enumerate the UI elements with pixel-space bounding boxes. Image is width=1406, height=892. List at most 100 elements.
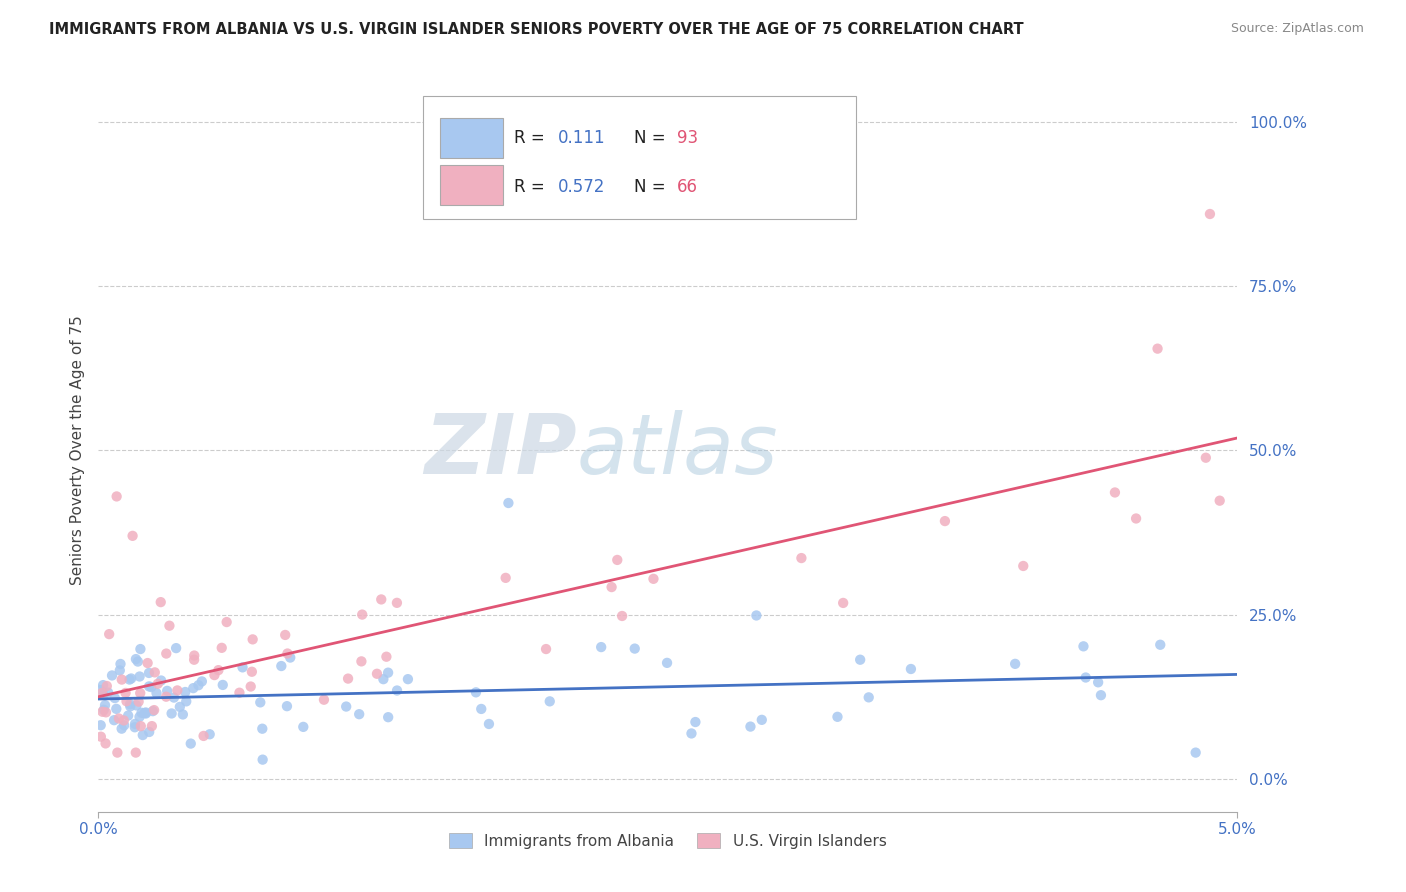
Point <box>352 607 374 622</box>
Point <box>105 702 128 716</box>
Point <box>239 680 262 694</box>
Point <box>1125 511 1147 525</box>
Point <box>124 720 146 734</box>
Point <box>174 694 197 708</box>
Point <box>90 730 112 744</box>
Point <box>849 653 872 667</box>
Point <box>114 686 136 700</box>
Point <box>94 698 117 713</box>
Point <box>183 653 205 667</box>
Point <box>478 717 501 731</box>
Point <box>143 665 166 680</box>
Point <box>146 677 169 691</box>
Point <box>125 698 148 713</box>
Point <box>292 720 315 734</box>
Point <box>90 683 112 698</box>
Point <box>94 706 117 720</box>
Point <box>138 725 160 739</box>
Point <box>1146 342 1168 356</box>
Point <box>112 714 135 728</box>
Point <box>276 699 298 714</box>
Point <box>232 660 254 674</box>
Point <box>138 665 160 680</box>
Point <box>751 713 773 727</box>
Point <box>591 640 613 654</box>
Point <box>900 662 922 676</box>
Point <box>832 596 855 610</box>
Point <box>228 686 250 700</box>
Point <box>150 673 173 688</box>
Point <box>111 722 134 736</box>
Point <box>90 718 112 732</box>
Point <box>98 627 121 641</box>
Point <box>91 705 114 719</box>
Point <box>270 659 292 673</box>
Point <box>858 690 880 705</box>
Point <box>141 680 163 694</box>
Point <box>128 669 150 683</box>
Point <box>385 596 408 610</box>
Point <box>191 674 214 689</box>
Point <box>103 713 125 727</box>
Point <box>934 514 956 528</box>
Point <box>118 697 141 711</box>
Point <box>174 685 197 699</box>
Point <box>131 706 153 720</box>
Y-axis label: Seniors Poverty Over the Age of 75: Seniors Poverty Over the Age of 75 <box>69 316 84 585</box>
Point <box>94 736 117 750</box>
Point <box>1199 207 1222 221</box>
Point <box>155 647 177 661</box>
Point <box>335 699 357 714</box>
Text: 0.572: 0.572 <box>557 178 605 195</box>
Point <box>215 615 238 629</box>
Point <box>204 668 226 682</box>
Point <box>1104 485 1126 500</box>
Point <box>183 648 205 663</box>
Point <box>1073 640 1095 654</box>
Point <box>129 642 152 657</box>
Point <box>136 656 159 670</box>
Point <box>1087 675 1109 690</box>
Point <box>165 641 187 656</box>
Text: IMMIGRANTS FROM ALBANIA VS U.S. VIRGIN ISLANDER SENIORS POVERTY OVER THE AGE OF : IMMIGRANTS FROM ALBANIA VS U.S. VIRGIN I… <box>49 22 1024 37</box>
Point <box>681 726 703 740</box>
Text: 66: 66 <box>676 178 697 195</box>
Point <box>127 655 149 669</box>
Point <box>606 553 628 567</box>
Point <box>538 694 561 708</box>
Point <box>112 718 135 732</box>
Point <box>193 729 215 743</box>
Point <box>105 490 128 504</box>
Point <box>377 710 399 724</box>
Point <box>97 685 120 699</box>
Point <box>337 672 360 686</box>
Point <box>181 681 204 695</box>
Point <box>143 703 166 717</box>
Point <box>91 686 114 700</box>
Point <box>138 679 160 693</box>
Point <box>385 683 408 698</box>
Point <box>125 652 148 666</box>
Point <box>120 699 142 714</box>
Point <box>93 688 115 702</box>
Point <box>1184 746 1206 760</box>
Point <box>790 551 813 566</box>
Point <box>111 673 134 687</box>
Point <box>534 642 557 657</box>
Point <box>121 529 143 543</box>
Point <box>377 665 399 680</box>
Point <box>141 719 163 733</box>
Point <box>93 703 115 717</box>
Point <box>124 717 146 731</box>
Point <box>685 714 707 729</box>
Point <box>125 746 148 760</box>
Text: N =: N = <box>634 178 671 195</box>
Point <box>108 711 131 725</box>
Point <box>129 686 152 700</box>
Text: 0.111: 0.111 <box>557 128 605 146</box>
Point <box>252 722 274 736</box>
Point <box>655 656 678 670</box>
Point <box>110 657 132 671</box>
Point <box>1208 493 1230 508</box>
Text: R =: R = <box>515 178 550 195</box>
